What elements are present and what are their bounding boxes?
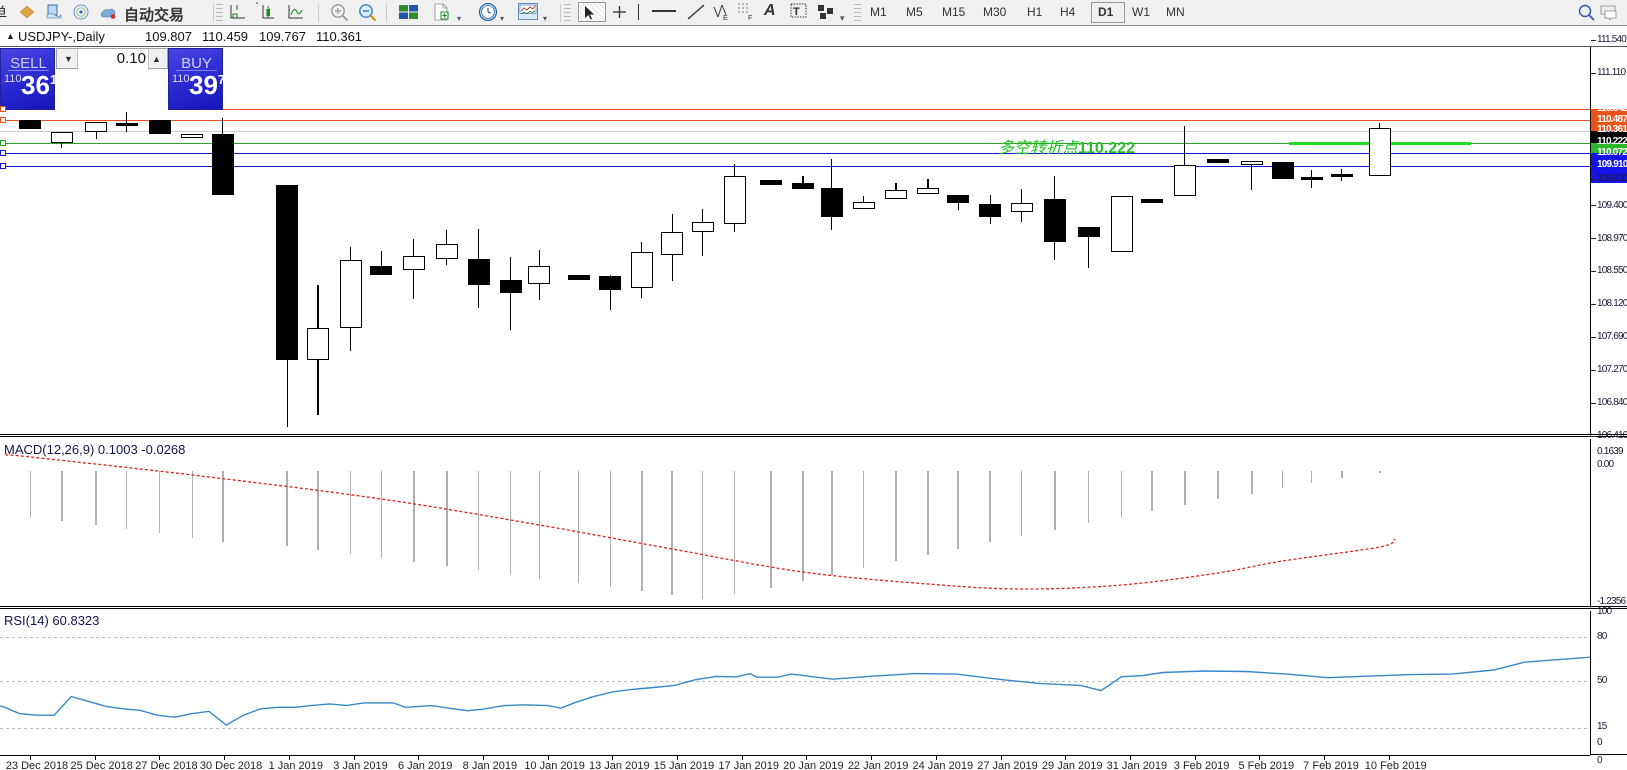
svg-text:T: T xyxy=(793,6,800,18)
svg-text:E: E xyxy=(723,15,728,21)
svg-text:F: F xyxy=(748,15,752,21)
